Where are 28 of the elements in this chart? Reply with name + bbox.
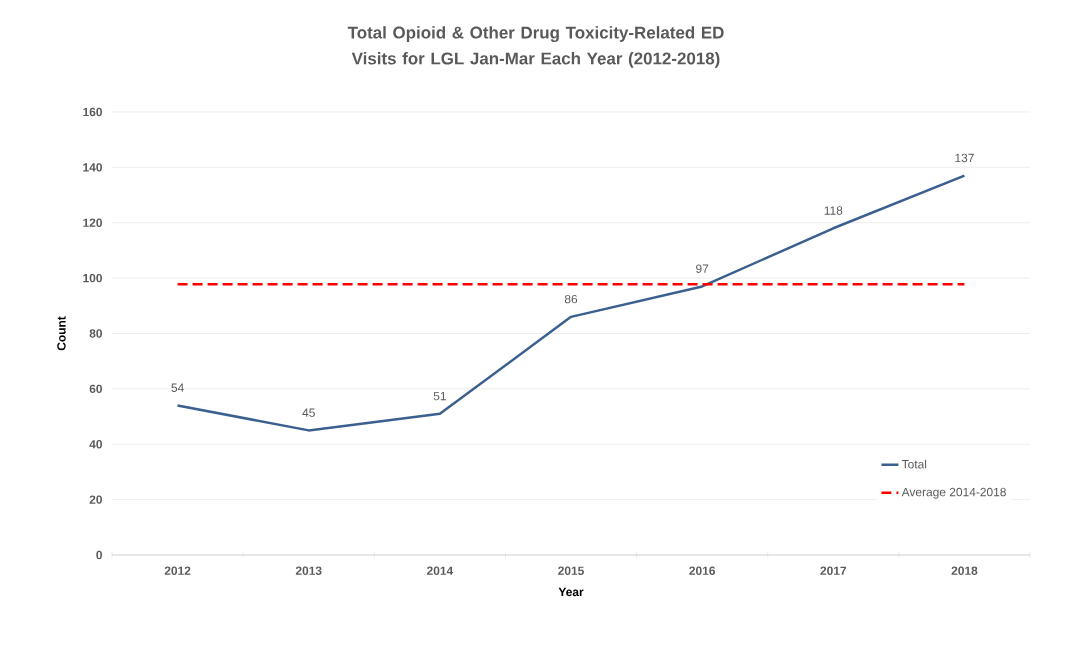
y-tick-label: 160	[83, 107, 102, 117]
data-label: 54	[171, 383, 184, 392]
y-tick-label: 60	[89, 384, 102, 394]
legend-label: Average 2014-2018	[901, 487, 1006, 499]
data-label: 97	[696, 264, 709, 273]
y-tick-label: 80	[89, 329, 102, 338]
x-tick-label: 2014	[426, 566, 454, 575]
x-axis-title: Year	[558, 587, 584, 597]
x-tick-label: 2013	[295, 566, 322, 575]
y-tick-label: 100	[83, 273, 102, 283]
x-tick-label: 2018	[951, 566, 978, 575]
data-label: 51	[433, 391, 446, 401]
data-label: 118	[824, 206, 843, 215]
x-tick-label: 2015	[558, 566, 584, 575]
legend-label: Total	[901, 459, 927, 469]
y-tick-label: 140	[83, 163, 102, 172]
y-tick-label: 40	[89, 440, 102, 449]
y-tick-label: 120	[83, 218, 102, 227]
y-axis-title: Count	[57, 316, 66, 351]
data-label: 45	[302, 408, 315, 417]
chart-title: Total Opioid & Other Drug Toxicity-Related ED Visits for LGL Jan-Mar Each Year (2012-2018)	[347, 26, 724, 68]
data-label: 86	[564, 294, 578, 304]
data-label: 137	[955, 153, 974, 163]
x-tick-label: 2016	[689, 566, 716, 575]
y-tick-label: 20	[89, 495, 102, 504]
x-tick-label: 2012	[164, 566, 191, 575]
y-tick-label: 0	[96, 550, 102, 560]
x-tick-label: 2017	[820, 566, 847, 575]
